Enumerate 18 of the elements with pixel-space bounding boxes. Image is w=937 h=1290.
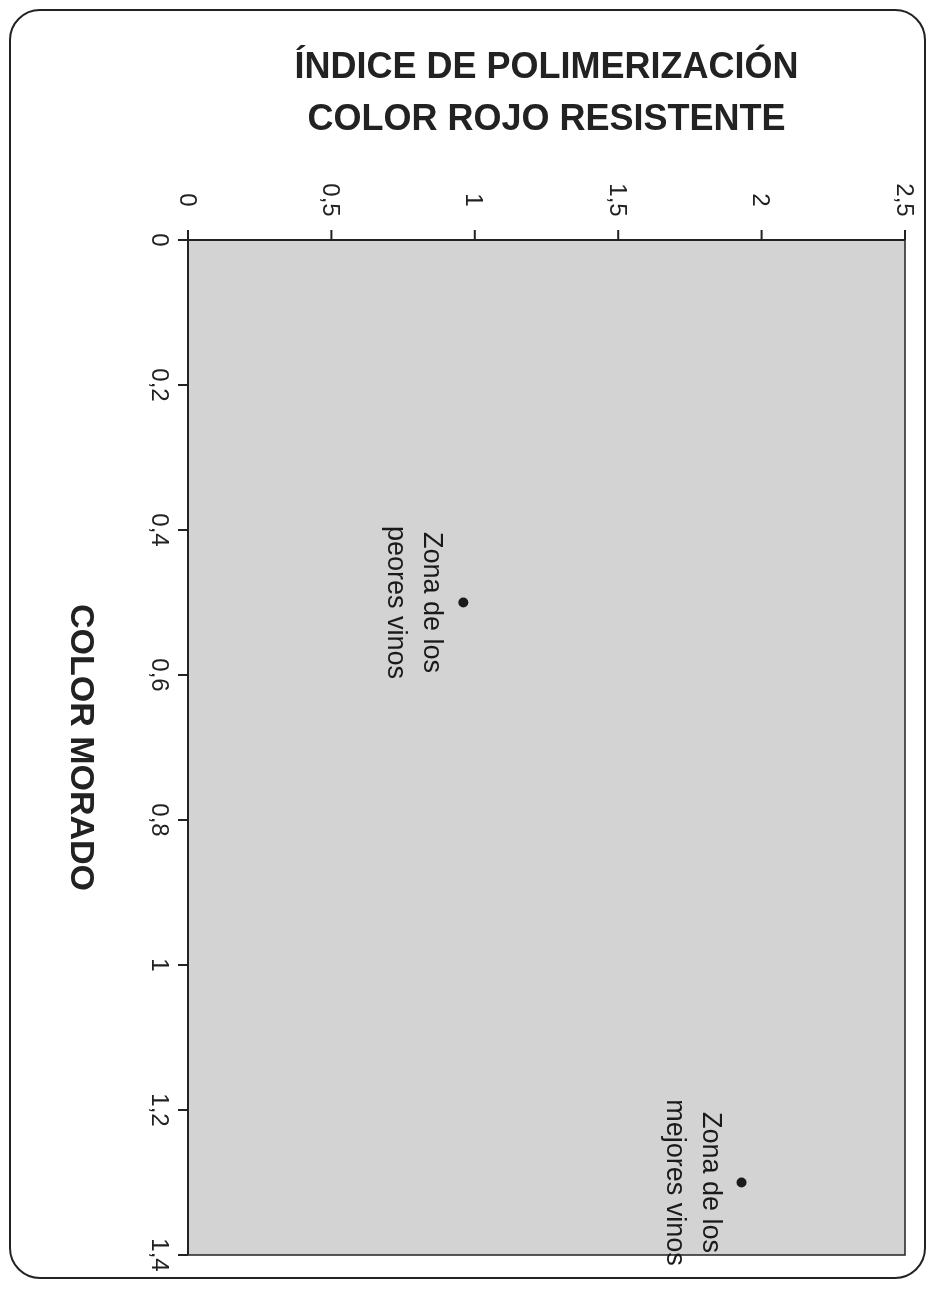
y-tick-label: 0,4 xyxy=(146,513,174,547)
y-tick-label: 1,4 xyxy=(146,1238,174,1272)
y-tick-label: 0 xyxy=(146,233,174,247)
annotation: Zona de los mejores vinos xyxy=(660,1099,727,1266)
y-tick-label: 1 xyxy=(146,958,174,972)
x-tick-label: 2 xyxy=(748,193,776,207)
annotation: Zona de los peores vinos xyxy=(382,525,449,680)
y-tick-label: 0,6 xyxy=(146,658,174,692)
y-tick-label: 1,2 xyxy=(146,1093,174,1127)
x-axis-title: ÍNDICE DE POLIMERIZACIÓN COLOR ROJO RESISTENTE xyxy=(294,44,799,138)
x-tick-label: 2,5 xyxy=(891,183,919,217)
x-tick-label: 0,5 xyxy=(317,183,345,217)
x-tick-label: 0 xyxy=(174,193,202,207)
x-tick-label: 1 xyxy=(461,193,489,207)
y-tick-label: 0,2 xyxy=(146,368,174,402)
x-tick-label: 1,5 xyxy=(604,183,632,217)
y-tick-label: 0,8 xyxy=(146,803,174,837)
y-axis-title: COLOR MORADO xyxy=(64,603,102,892)
